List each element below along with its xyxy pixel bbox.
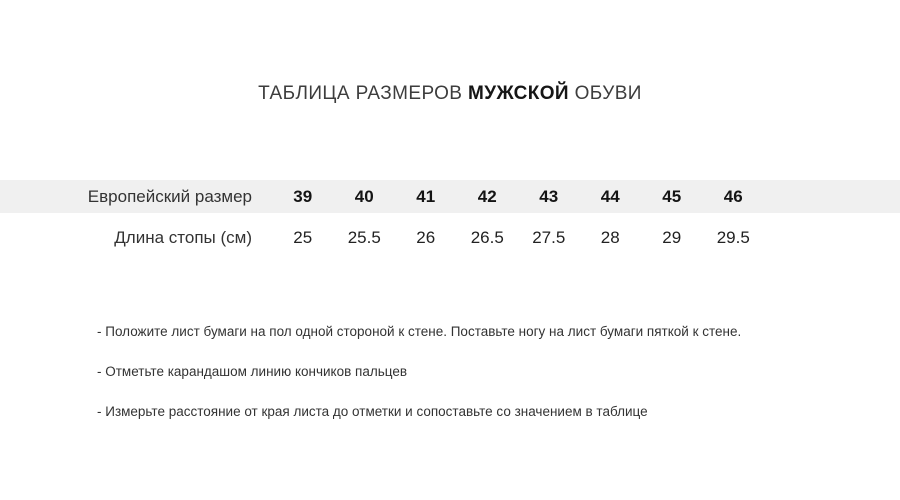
table-row-foot-length: Длина стопы (см) 25 25.5 26 26.5 27.5 28…: [0, 213, 900, 263]
measurement-instructions: - Положите лист бумаги на пол одной стор…: [97, 312, 857, 432]
size-table: Европейский размер 39 40 41 42 43 44 45 …: [0, 180, 900, 263]
length-cell: 27.5: [532, 228, 566, 247]
row-label-foot-length: Длина стопы (см): [114, 228, 252, 247]
instruction-step-3: - Измерьте расстояние от края листа до о…: [97, 404, 648, 419]
size-cell: 44: [600, 186, 620, 206]
size-cell: 43: [539, 186, 559, 206]
page-title-suffix: ОБУВИ: [568, 83, 642, 104]
length-cell: 29.5: [716, 228, 750, 247]
length-cell: 29: [662, 228, 682, 247]
length-cell: 25.5: [347, 228, 381, 247]
size-cell: 46: [723, 186, 743, 206]
page-title-emphasis: МУЖСКОЙ: [468, 83, 569, 104]
length-cell: 28: [600, 228, 620, 247]
length-cell: 25: [293, 228, 313, 247]
page-title-prefix: ТАБЛИЦА РАЗМЕРОВ: [258, 83, 469, 104]
size-cell: 41: [416, 186, 436, 206]
instruction-step-2: - Отметьте карандашом линию кончиков пал…: [97, 364, 408, 379]
row-label-european-size: Европейский размер: [87, 186, 252, 206]
size-cell: 40: [354, 186, 374, 206]
size-cell: 42: [477, 186, 497, 206]
table-row-european-size: Европейский размер 39 40 41 42 43 44 45 …: [0, 180, 900, 213]
page-title: ТАБЛИЦА РАЗМЕРОВ МУЖСКОЙ ОБУВИ: [0, 83, 900, 105]
length-cell: 26.5: [470, 228, 504, 247]
size-cell: 45: [662, 186, 682, 206]
instruction-step-1: - Положите лист бумаги на пол одной стор…: [97, 324, 742, 339]
size-cell: 39: [293, 186, 313, 206]
length-cell: 26: [416, 228, 436, 247]
